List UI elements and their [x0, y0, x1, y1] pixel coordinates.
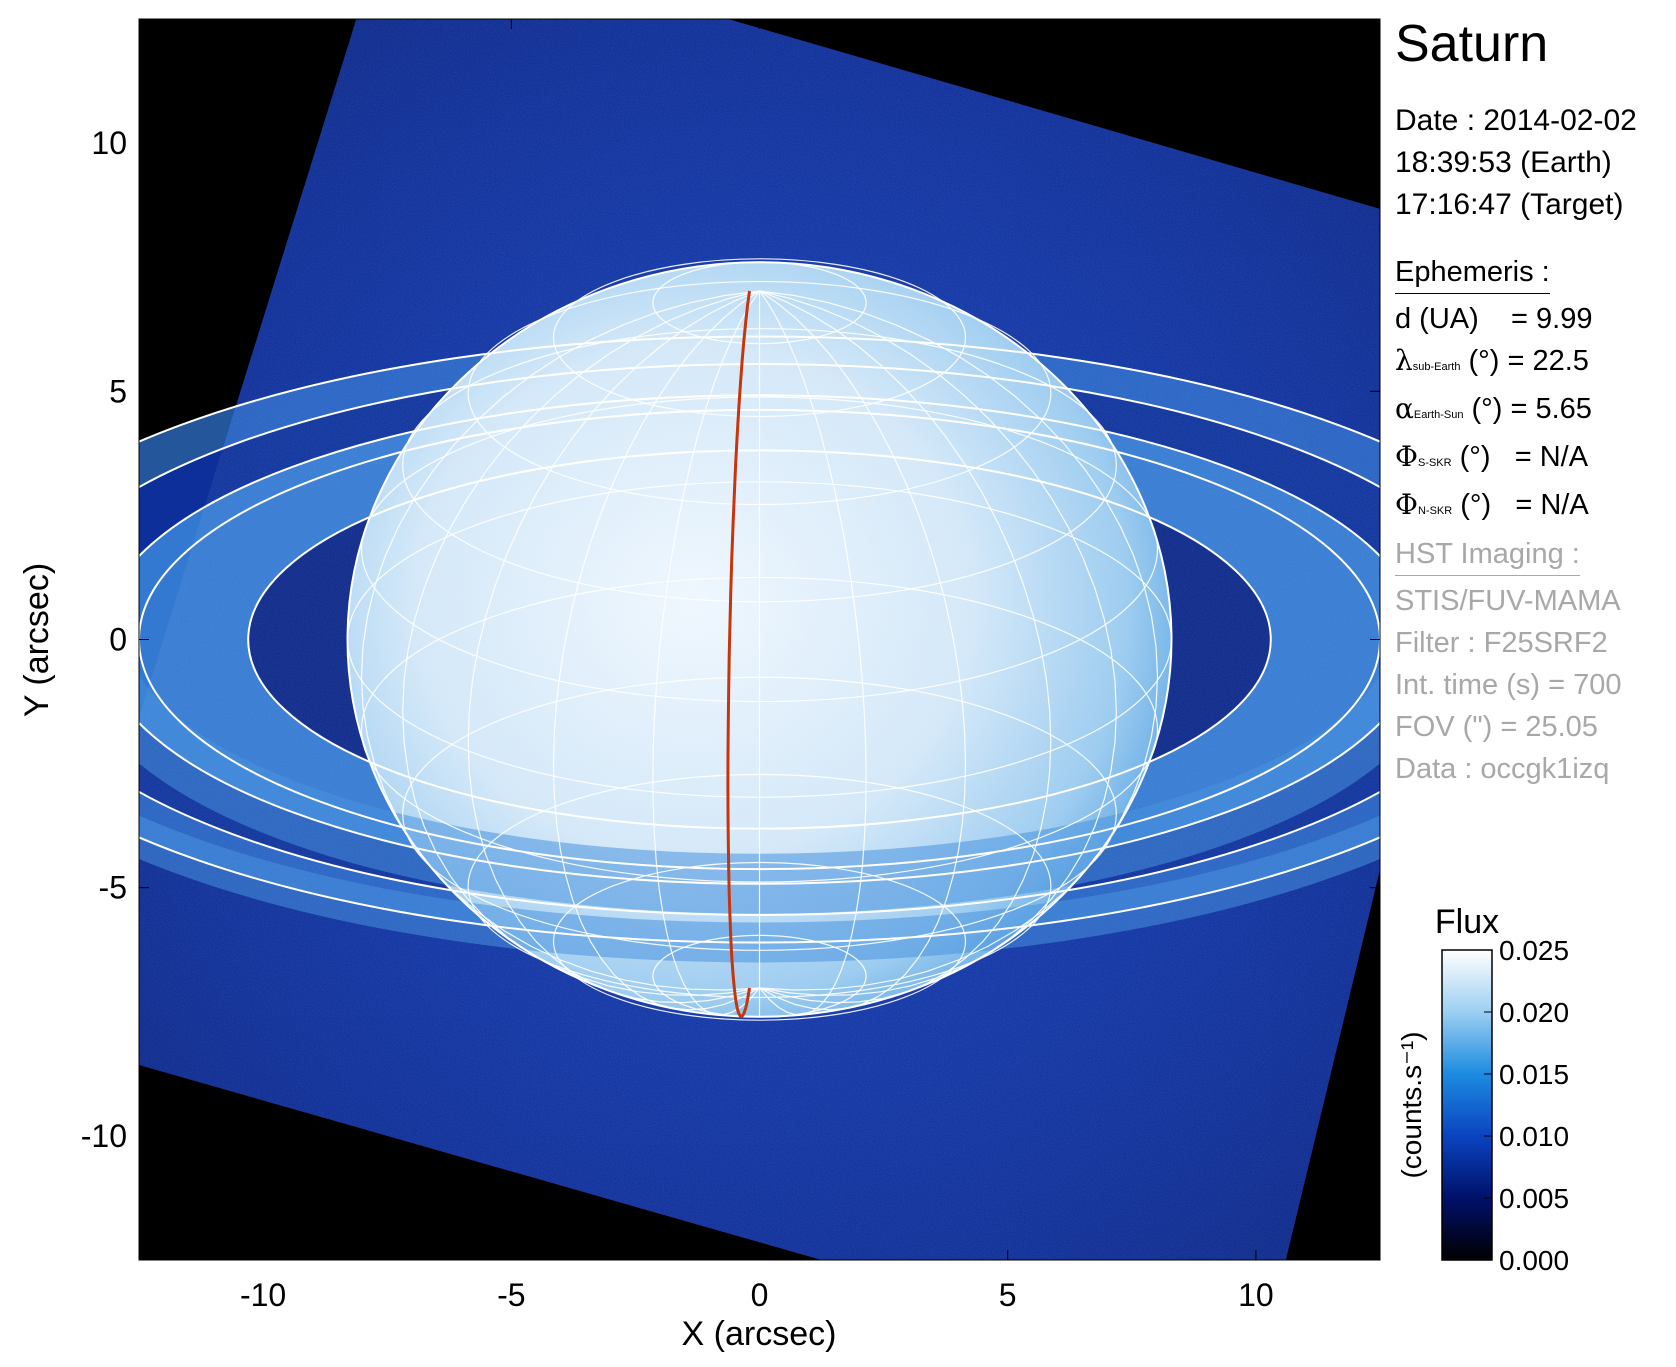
ephemeris-subscript: N-SKR	[1417, 505, 1453, 517]
date-block: Date : 2014-02-02 18:39:53 (Earth) 17:16…	[1395, 100, 1637, 226]
colorbar-tick-label: 0.000	[1499, 1245, 1569, 1276]
ephemeris-symbol: α	[1395, 392, 1414, 425]
ephemeris-row: λsub-Earth (°) = 22.5	[1395, 340, 1592, 388]
hst-heading: HST Imaging :	[1395, 538, 1580, 576]
ephemeris-symbol: Φ	[1395, 488, 1418, 521]
hst-filter: Filter : F25SRF2	[1395, 627, 1608, 659]
colorbar-tick-label: 0.010	[1499, 1121, 1569, 1152]
hst-int-time: Int. time (s) = 700	[1395, 669, 1622, 701]
earth-time: 18:39:53 (Earth)	[1395, 146, 1612, 179]
central-meridian	[726, 290, 751, 1018]
colorbar-label: (counts.s⁻¹)	[1396, 1031, 1427, 1178]
longitude-line	[552, 290, 760, 1011]
ephemeris-value: (°) = N/A	[1452, 489, 1589, 521]
target-title: Saturn	[1395, 15, 1549, 73]
ephemeris-value: (°) = N/A	[1451, 441, 1589, 473]
ephemeris-block: Ephemeris : d (UA) = 9.99 λsub-Earth (°) …	[1395, 256, 1592, 532]
ephemeris-row: ΦN-SKR (°) = N/A	[1395, 484, 1592, 532]
ephemeris-row: ΦS-SKR (°) = N/A	[1395, 436, 1592, 484]
target-time: 17:16:47 (Target)	[1395, 188, 1624, 221]
ephemeris-row: d (UA) = 9.99	[1395, 298, 1592, 340]
colorbar-tick-label: 0.005	[1499, 1183, 1569, 1214]
image-plot-area	[139, 19, 1380, 1260]
x-tick-label: 10	[1238, 1277, 1274, 1313]
colorbar-tick-label: 0.020	[1499, 997, 1569, 1028]
ephemeris-symbol: Φ	[1395, 440, 1418, 473]
longitude-line	[759, 290, 967, 1011]
hst-fov: FOV (") = 25.05	[1395, 711, 1598, 743]
ephemeris-subscript: Earth-Sun	[1413, 409, 1464, 421]
y-tick-label: 10	[91, 125, 127, 161]
longitude-line	[652, 290, 760, 1016]
x-axis-label: X (arcsec)	[682, 1315, 837, 1353]
y-tick-label: 5	[109, 373, 127, 409]
ephemeris-heading: Ephemeris :	[1395, 256, 1550, 294]
ephemeris-row: αEarth-Sun (°) = 5.65	[1395, 388, 1592, 436]
ephemeris-symbol: λ	[1395, 344, 1413, 377]
ephemeris-value: (°) = 5.65	[1463, 393, 1592, 425]
x-tick-label: 0	[751, 1277, 769, 1313]
ephemeris-value: d (UA) = 9.99	[1395, 303, 1593, 335]
longitude-line	[467, 290, 760, 1004]
ephemeris-subscript: S-SKR	[1417, 457, 1452, 469]
colorbar-tick-label: 0.015	[1499, 1059, 1569, 1090]
hst-data-id: Data : occgk1izq	[1395, 753, 1610, 785]
ephemeris-subscript: sub-Earth	[1412, 361, 1461, 373]
colorbar	[1441, 949, 1493, 1261]
y-tick-label: -5	[99, 870, 127, 906]
hst-block: HST Imaging : STIS/FUV-MAMA Filter : F25…	[1395, 538, 1621, 790]
colorbar-title: Flux	[1435, 903, 1499, 941]
longitude-line	[759, 290, 1159, 991]
longitude-line	[759, 290, 1052, 1004]
hst-instrument: STIS/FUV-MAMA	[1395, 585, 1621, 617]
x-tick-label: 5	[999, 1277, 1017, 1313]
colorbar-tick-label: 0.025	[1499, 935, 1569, 966]
x-tick-label: -5	[497, 1277, 525, 1313]
y-axis-label: Y (arcsec)	[18, 563, 56, 717]
y-tick-label: 0	[109, 622, 127, 658]
x-tick-label: -10	[240, 1277, 286, 1313]
longitude-line	[759, 290, 1117, 996]
ephemeris-value: (°) = 22.5	[1460, 345, 1589, 377]
longitude-line	[360, 290, 760, 991]
y-tick-label: -10	[81, 1118, 127, 1154]
date-line: Date : 2014-02-02	[1395, 104, 1637, 137]
longitude-line	[759, 290, 867, 1016]
